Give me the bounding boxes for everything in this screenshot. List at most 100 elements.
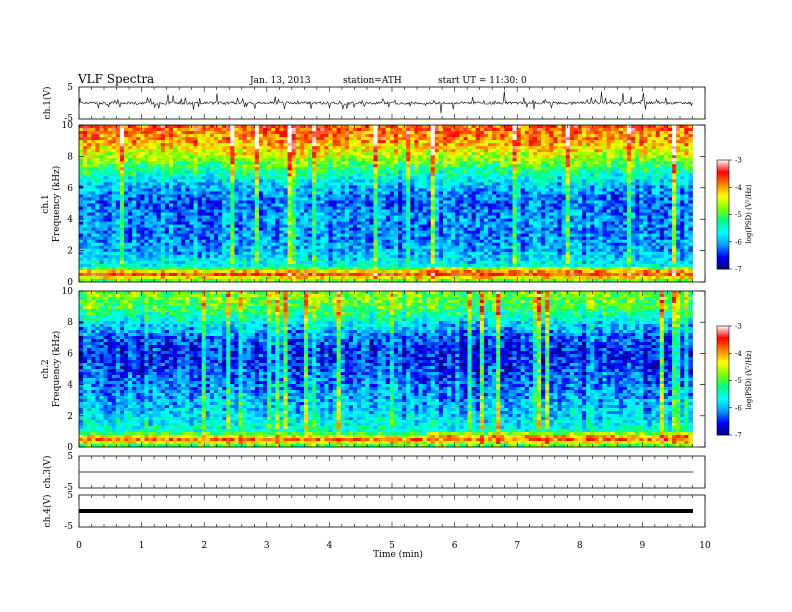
spectrogram-cell [410, 137, 414, 140]
spectrogram-cell [574, 134, 578, 137]
spectrogram-cell [267, 164, 271, 167]
spectrogram-cell [603, 137, 607, 140]
spectrogram-cell [578, 185, 582, 188]
spectrogram-cell [500, 200, 504, 203]
spectrogram-cell [463, 179, 467, 182]
spectrogram-cell [83, 225, 87, 228]
spectrogram-cell [365, 149, 369, 152]
spectrogram-cell [161, 200, 165, 203]
spectrogram-cell [292, 170, 296, 173]
spectrogram-cell [149, 222, 153, 225]
spectrogram-cell [455, 161, 459, 164]
spectrogram-cell [116, 216, 120, 219]
spectrogram-cell [468, 176, 472, 179]
spectrogram-cell [390, 137, 394, 140]
spectrogram-cell [529, 200, 533, 203]
spectrogram-cell [296, 210, 300, 213]
spectrogram-cell [292, 210, 296, 213]
spectrogram-cell [627, 200, 631, 203]
spectrogram-cell [259, 222, 263, 225]
spectrogram-cell [230, 140, 234, 143]
spectrogram-cell [582, 149, 586, 152]
spectrogram-cell [91, 170, 95, 173]
spectrogram-cell [598, 155, 602, 158]
spectrogram-cell [283, 161, 287, 164]
spectrogram-cell [394, 155, 398, 158]
spectrogram-cell [288, 176, 292, 179]
spectrogram-cell [357, 125, 361, 128]
spectrogram-cell [603, 143, 607, 146]
spectrogram-cell [234, 176, 238, 179]
spectrogram-cell [328, 131, 332, 134]
spectrogram-cell [140, 225, 144, 228]
spectrogram-cell [660, 185, 664, 188]
spectrogram-cell [230, 164, 234, 167]
spectrogram-cell [439, 216, 443, 219]
spectrogram-cell [79, 167, 83, 170]
spectrogram-cell [627, 161, 631, 164]
spectrogram-cell [304, 200, 308, 203]
spectrogram-cell [386, 210, 390, 213]
spectrogram-cell [369, 131, 373, 134]
spectrogram-cell [631, 149, 635, 152]
spectrogram-cell [676, 176, 680, 179]
spectrogram-cell [357, 143, 361, 146]
spectrogram-cell [214, 200, 218, 203]
spectrogram-cell [95, 197, 99, 200]
spectrogram-cell [124, 134, 128, 137]
spectrogram-cell [582, 204, 586, 207]
spectrogram-cell [664, 179, 668, 182]
spectrogram-cell [214, 191, 218, 194]
spectrogram-cell [496, 143, 500, 146]
spectrogram-cell [676, 137, 680, 140]
spectrogram-cell [500, 140, 504, 143]
spectrogram-cell [390, 216, 394, 219]
spectrogram-cell [410, 143, 414, 146]
spectrogram-cell [525, 207, 529, 210]
spectrogram-cell [271, 219, 275, 222]
spectrogram-cell [275, 167, 279, 170]
spectrogram-cell [652, 161, 656, 164]
spectrogram-cell [594, 188, 598, 191]
spectrogram-cell [463, 188, 467, 191]
spectrogram-cell [243, 207, 247, 210]
spectrogram-cell [91, 188, 95, 191]
spectrogram-cell [128, 182, 132, 185]
spectrogram-cell [353, 161, 357, 164]
spectrogram-cell [177, 185, 181, 188]
spectrogram-cell [308, 210, 312, 213]
spectrogram-cell [353, 204, 357, 207]
spectrogram-cell [660, 210, 664, 213]
spectrogram-cell [140, 176, 144, 179]
spectrogram-cell [455, 173, 459, 176]
spectrogram-cell [316, 152, 320, 155]
spectrogram-cell [570, 173, 574, 176]
spectrogram-cell [271, 158, 275, 161]
spectrogram-cell [345, 213, 349, 216]
spectrogram-cell [373, 125, 377, 128]
spectrogram-cell [251, 140, 255, 143]
spectrogram-cell [435, 146, 439, 149]
spectrogram-cell [124, 173, 128, 176]
spectrogram-cell [222, 204, 226, 207]
spectrogram-cell [132, 204, 136, 207]
spectrogram-cell [427, 216, 431, 219]
spectrogram-cell [643, 170, 647, 173]
spectrogram-cell [210, 155, 214, 158]
spectrogram-cell [488, 216, 492, 219]
spectrogram-cell [562, 143, 566, 146]
spectrogram-cell [357, 173, 361, 176]
spectrogram-cell [112, 185, 116, 188]
spectrogram-cell [104, 200, 108, 203]
spectrogram-cell [574, 213, 578, 216]
spectrogram-cell [353, 131, 357, 134]
spectrogram-cell [161, 176, 165, 179]
spectrogram-cell [398, 191, 402, 194]
spectrogram-cell [124, 125, 128, 128]
spectrogram-cell [553, 204, 557, 207]
spectrogram-cell [185, 128, 189, 131]
spectrogram-cell [177, 140, 181, 143]
spectrogram-cell [476, 191, 480, 194]
spectrogram-cell [414, 200, 418, 203]
spectrogram-cell [590, 137, 594, 140]
